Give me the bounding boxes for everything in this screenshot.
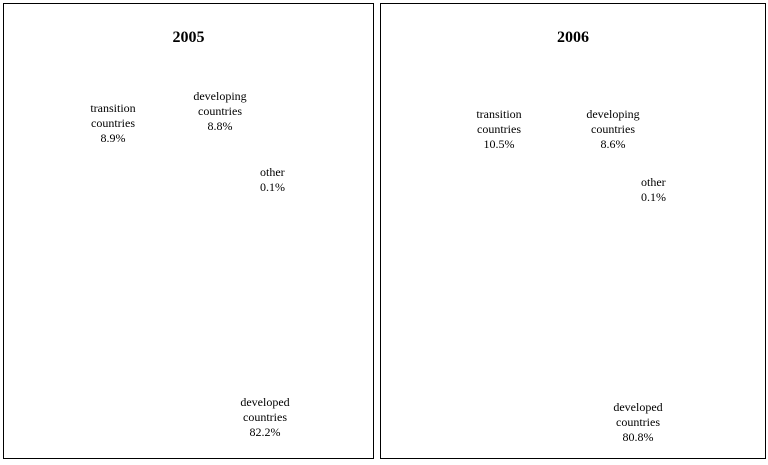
- label-line: developing: [586, 107, 640, 121]
- label-value: 8.9%: [100, 131, 126, 145]
- panel-2006: 2006: [380, 3, 766, 459]
- label-developing-2006: developing countries 8.6%: [578, 107, 648, 152]
- label-line: countries: [91, 116, 135, 130]
- label-value: 82.2%: [249, 425, 281, 439]
- label-line: countries: [616, 415, 660, 429]
- label-other-2006: other 0.1%: [641, 175, 677, 205]
- label-line: other: [260, 165, 285, 179]
- chart-title: 2005: [172, 29, 205, 46]
- label-transition-2006: transition countries 10.5%: [464, 107, 534, 152]
- label-line: countries: [198, 104, 242, 118]
- label-line: developing: [193, 89, 247, 103]
- label-other-2005: other 0.1%: [260, 165, 296, 195]
- label-developed-2006: developed countries 80.8%: [603, 400, 673, 445]
- label-line: developed: [613, 400, 663, 414]
- label-developed-2005: developed countries 82.2%: [230, 395, 300, 440]
- label-line: countries: [591, 122, 635, 136]
- label-value: 8.6%: [600, 137, 626, 151]
- label-value: 10.5%: [483, 137, 515, 151]
- label-value: 80.8%: [622, 430, 654, 444]
- label-line: countries: [243, 410, 287, 424]
- label-value: 8.8%: [207, 119, 233, 133]
- panel-2005: 2005: [3, 3, 374, 459]
- label-developing-2005: developing countries 8.8%: [185, 89, 255, 134]
- label-value: 0.1%: [260, 180, 285, 194]
- label-line: countries: [477, 122, 521, 136]
- label-line: transition: [90, 101, 136, 115]
- chart-title: 2006: [557, 29, 589, 46]
- label-line: developed: [240, 395, 290, 409]
- label-transition-2005: transition countries 8.9%: [78, 101, 148, 146]
- label-line: other: [641, 175, 666, 189]
- label-value: 0.1%: [641, 190, 666, 204]
- label-line: transition: [476, 107, 522, 121]
